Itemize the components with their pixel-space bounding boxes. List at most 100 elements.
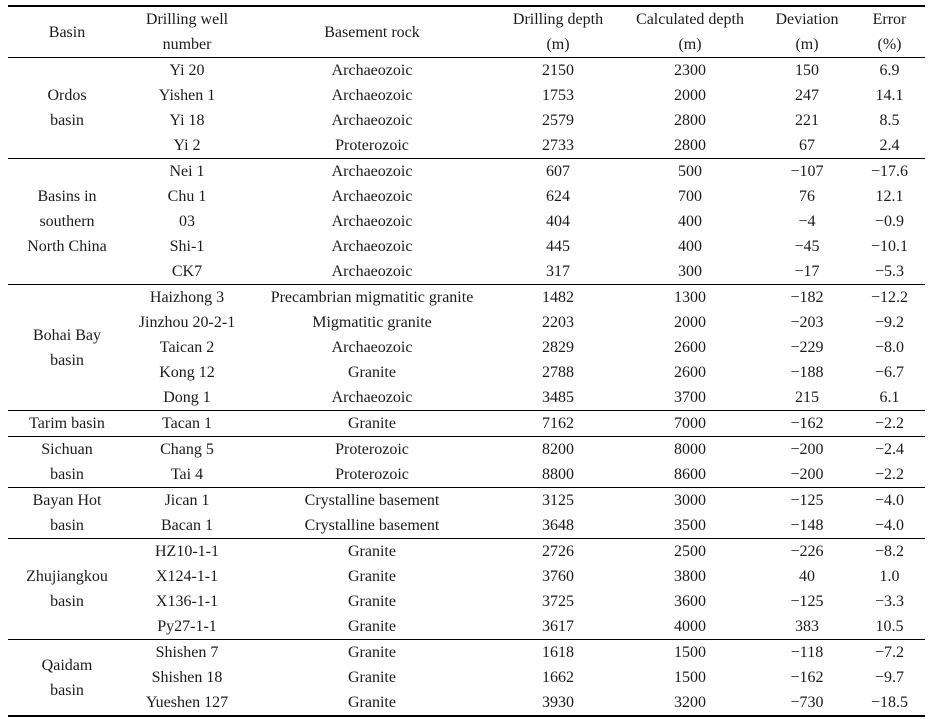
error: −6.7 <box>874 364 905 381</box>
error: 8.5 <box>879 112 900 129</box>
basement-rock: Granite <box>348 618 396 635</box>
basement-rock: Granite <box>348 568 396 585</box>
table-header: Basin Drilling well number Basement rock Dri… <box>8 6 925 58</box>
error: −18.5 <box>870 694 909 711</box>
calculated-depth: 2600 <box>674 364 706 381</box>
well-number: Shishen 7 <box>155 644 219 661</box>
well-number: Taican 2 <box>159 339 215 356</box>
calculated-depth: 400 <box>678 238 702 255</box>
column-header: Basin <box>8 6 126 58</box>
basement-rock: Precambrian migmatitic granite <box>270 289 474 306</box>
basin-name-line: southern <box>39 213 95 230</box>
well-number: Shi-1 <box>169 238 205 255</box>
basin-name-line: basin <box>50 351 84 369</box>
well-number: Chu 1 <box>167 188 207 205</box>
basin-name: Qaidam basin <box>8 640 126 717</box>
column-header: Basement rock <box>248 6 496 58</box>
column-header: Drilling well number <box>126 6 248 58</box>
table-row: Bacan 1 Crystalline basement 3648 3500 −148 −… <box>8 513 925 539</box>
basin-name: Basins in southern North China <box>8 159 126 285</box>
well-number: Tai 4 <box>170 466 204 483</box>
table-row: Tarim basin Tacan 1 Granite 7162 7000 −162 −2.… <box>8 411 925 437</box>
basement-rock: Archaeozoic <box>331 238 413 255</box>
deviation: 247 <box>795 87 819 104</box>
basin-name: Bayan Hot basin <box>8 488 126 539</box>
basement-rock: Granite <box>348 543 396 560</box>
calculated-depth: 2800 <box>674 137 706 154</box>
basement-rock: Archaeozoic <box>331 263 413 280</box>
basin-name-line: Basins in <box>37 188 97 205</box>
basement-rock: Archaeozoic <box>331 87 413 104</box>
table-row: X124-1-1 Granite 3760 3800 40 1.0 <box>8 564 925 589</box>
deviation: −200 <box>790 466 824 483</box>
basin-name-line: basin <box>50 517 84 534</box>
well-number: X124-1-1 <box>155 568 219 585</box>
column-header: Error (%) <box>854 6 925 58</box>
calculated-depth: 8600 <box>674 466 706 483</box>
column-header-unit: (%) <box>877 36 902 53</box>
drilling-depth: 317 <box>546 263 570 280</box>
drilling-depth: 2203 <box>542 314 574 331</box>
deviation: −125 <box>790 492 824 509</box>
basement-rock: Archaeozoic <box>331 112 413 129</box>
deviation: 383 <box>795 618 819 635</box>
well-number: Chang 5 <box>160 441 214 458</box>
basin-name-line: Qaidam <box>41 656 93 674</box>
basement-rock: Crystalline basement <box>304 517 440 534</box>
error: −5.3 <box>874 263 905 280</box>
drilling-depth: 1753 <box>542 87 574 104</box>
well-number: Yi 20 <box>169 62 205 79</box>
basin-name: Ordos basin <box>8 58 126 159</box>
drilling-depth: 1662 <box>542 669 574 686</box>
error: −9.2 <box>874 314 905 331</box>
well-number: Nei 1 <box>169 163 205 180</box>
calculated-depth: 1500 <box>674 644 706 661</box>
calculated-depth: 2500 <box>674 543 706 560</box>
drilling-depth: 3930 <box>542 694 574 711</box>
calculated-depth: 7000 <box>674 415 706 432</box>
well-number: CK7 <box>171 263 203 280</box>
error: −2.2 <box>874 415 905 432</box>
basement-rock: Archaeozoic <box>331 188 413 205</box>
error: −3.3 <box>874 593 905 610</box>
well-number: Shishen 18 <box>151 669 223 686</box>
calculated-depth: 2000 <box>674 87 706 104</box>
deviation: −107 <box>790 163 824 180</box>
deviation: −226 <box>790 543 824 560</box>
drilling-depth: 2150 <box>542 62 574 79</box>
drilling-depth: 7162 <box>542 415 574 432</box>
well-number: Haizhong 3 <box>149 289 225 306</box>
basement-rock: Archaeozoic <box>331 62 413 79</box>
table-row: Shishen 18 Granite 1662 1500 −162 −9.7 <box>8 665 925 690</box>
table-row: Yi 18 Archaeozoic 2579 2800 221 8.5 <box>8 108 925 133</box>
column-header-unit: number <box>162 36 212 53</box>
deviation: −4 <box>798 213 816 230</box>
drilling-depth: 404 <box>546 213 570 230</box>
calculated-depth: 2000 <box>674 314 706 331</box>
basement-rock: Proterozoic <box>335 137 409 154</box>
well-number: Dong 1 <box>163 389 211 406</box>
error: 6.1 <box>879 389 900 406</box>
calculated-depth: 400 <box>678 213 702 230</box>
column-header-unit: (m) <box>795 36 819 53</box>
column-header: Drilling depth (m) <box>496 6 620 58</box>
error: −8.2 <box>874 543 905 560</box>
table-row: Taican 2 Archaeozoic 2829 2600 −229 −8.0 <box>8 335 925 360</box>
table-row: Bayan Hot basin Jican 1 Crystalline basemen… <box>8 488 925 534</box>
basin-name-line: Bayan Hot <box>32 492 102 509</box>
error: −7.2 <box>874 644 905 661</box>
basement-rock: Granite <box>348 364 396 381</box>
drilling-depth: 1482 <box>542 289 574 306</box>
error: −2.4 <box>874 441 905 458</box>
column-header-label: Basement rock <box>324 23 420 41</box>
calculated-depth: 3600 <box>674 593 706 610</box>
table-row: Yueshen 127 Granite 3930 3200 −730 −18.5 <box>8 690 925 716</box>
well-number: Py27-1-1 <box>157 618 217 635</box>
calculated-depth: 2800 <box>674 112 706 129</box>
drilling-depth: 3760 <box>542 568 574 585</box>
table-row: Dong 1 Archaeozoic 3485 3700 215 6.1 <box>8 385 925 411</box>
basin-group: Zhujiangkou basin HZ10-1-1 Granite 2726 2500 −… <box>8 538 925 640</box>
basin-name: Zhujiangkou basin <box>8 539 126 640</box>
drilling-depth: 3725 <box>542 593 574 610</box>
